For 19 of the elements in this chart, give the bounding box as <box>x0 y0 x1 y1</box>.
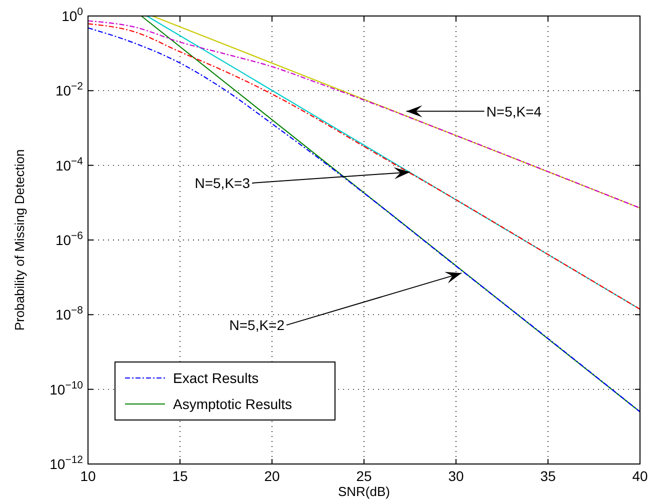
x-axis-title: SNR(dB) <box>338 484 390 499</box>
y-axis-title: Probability of Missing Detection <box>12 149 27 331</box>
y-tick-label: 10$^{−6}$ <box>55 230 84 248</box>
x-tick-label: 40 <box>632 468 648 484</box>
x-tick-label: 30 <box>448 468 464 484</box>
y-tick-label: 10$^{0}$ <box>62 6 84 24</box>
x-tick-label: 35 <box>540 468 556 484</box>
annotation: N=5,K=4 <box>486 103 542 120</box>
x-tick-label: 25 <box>356 468 372 484</box>
annotation: N=5,K=3 <box>194 175 250 192</box>
x-tick-label: 15 <box>172 468 188 484</box>
annotation: N=5,K=2 <box>229 317 285 334</box>
legend-label: Asymptotic Results <box>173 396 292 412</box>
y-tick-label: 10$^{−2}$ <box>55 80 84 99</box>
y-tick-label: 10$^{−10}$ <box>50 379 84 398</box>
y-tick-label: 10$^{−4}$ <box>55 155 84 174</box>
y-tick-label: 10$^{−8}$ <box>55 304 84 323</box>
legend-label: Exact Results <box>173 370 259 386</box>
x-tick-label: 20 <box>264 468 280 484</box>
